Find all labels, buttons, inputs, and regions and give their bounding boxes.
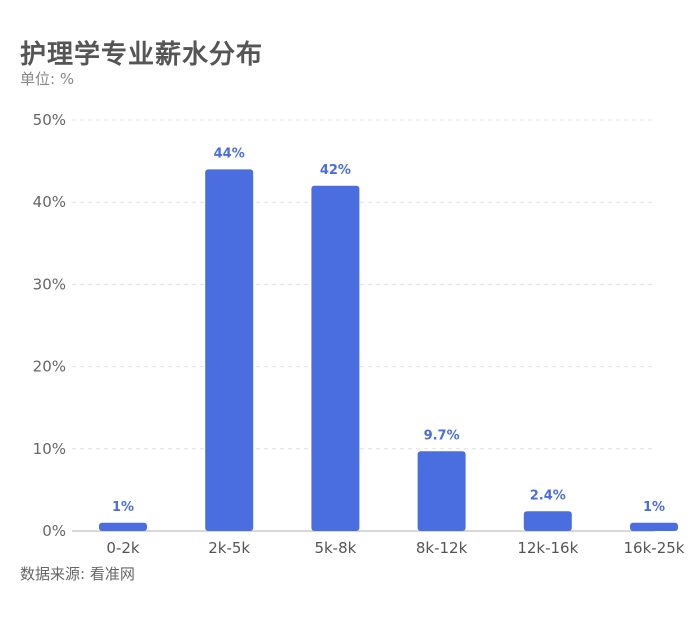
unit-label: 单位: % bbox=[20, 70, 75, 88]
bar bbox=[630, 522, 678, 531]
x-tick-label: 12k-16k bbox=[517, 539, 578, 557]
x-tick-label: 16k-25k bbox=[624, 539, 685, 557]
bar bbox=[99, 522, 147, 531]
data-label: 42% bbox=[320, 163, 351, 178]
bar bbox=[417, 451, 466, 531]
data-label: 44% bbox=[214, 146, 245, 161]
y-axis-ticks: 0% 10% 20% 30% 40% 50% bbox=[33, 111, 66, 540]
x-tick-label: 8k-12k bbox=[416, 539, 468, 557]
y-tick-label: 10% bbox=[33, 440, 66, 458]
y-tick-label: 40% bbox=[33, 193, 66, 211]
data-label: 1% bbox=[643, 500, 665, 515]
bar bbox=[311, 185, 360, 531]
data-label: 9.7% bbox=[424, 428, 460, 443]
data-label: 1% bbox=[112, 500, 134, 515]
x-tick-label: 5k-8k bbox=[314, 539, 356, 557]
y-tick-label: 20% bbox=[33, 358, 66, 376]
x-axis-ticks: 0-2k 2k-5k 5k-8k 8k-12k 12k-16k 16k-25k bbox=[106, 539, 684, 557]
bar bbox=[205, 169, 254, 531]
y-tick-label: 50% bbox=[33, 111, 66, 129]
y-tick-label: 0% bbox=[42, 522, 66, 540]
data-label: 2.4% bbox=[530, 488, 566, 503]
y-tick-label: 30% bbox=[33, 275, 66, 293]
chart-title: 护理学专业薪水分布 bbox=[20, 40, 264, 70]
x-tick-label: 2k-5k bbox=[208, 539, 250, 557]
bars: 1% 44% 42% 9.7% 2.4% 1% bbox=[99, 146, 678, 531]
bar bbox=[523, 511, 572, 531]
gridlines bbox=[72, 119, 655, 532]
source-note: 数据来源: 看准网 bbox=[20, 565, 135, 583]
x-tick-label: 0-2k bbox=[106, 539, 139, 557]
